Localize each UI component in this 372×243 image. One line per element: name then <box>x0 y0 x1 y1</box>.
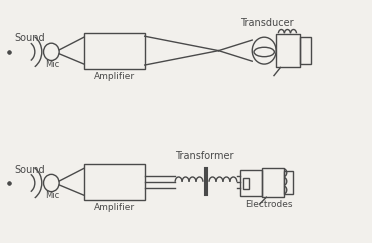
Text: Transducer: Transducer <box>240 18 294 28</box>
Text: Amplifier: Amplifier <box>94 72 135 81</box>
Bar <box>262 168 284 197</box>
Text: Mic: Mic <box>45 60 59 69</box>
Bar <box>284 171 293 194</box>
Text: Electrodes: Electrodes <box>245 200 292 209</box>
Text: Transformer: Transformer <box>175 151 234 161</box>
Text: Sound: Sound <box>15 165 45 175</box>
Text: Amplifier: Amplifier <box>94 203 135 212</box>
Bar <box>243 178 248 189</box>
Bar <box>276 34 300 68</box>
Bar <box>240 170 262 196</box>
Bar <box>84 164 145 200</box>
Bar <box>300 37 311 64</box>
Bar <box>84 33 145 69</box>
Text: Sound: Sound <box>15 33 45 43</box>
Text: Mic: Mic <box>45 191 59 200</box>
